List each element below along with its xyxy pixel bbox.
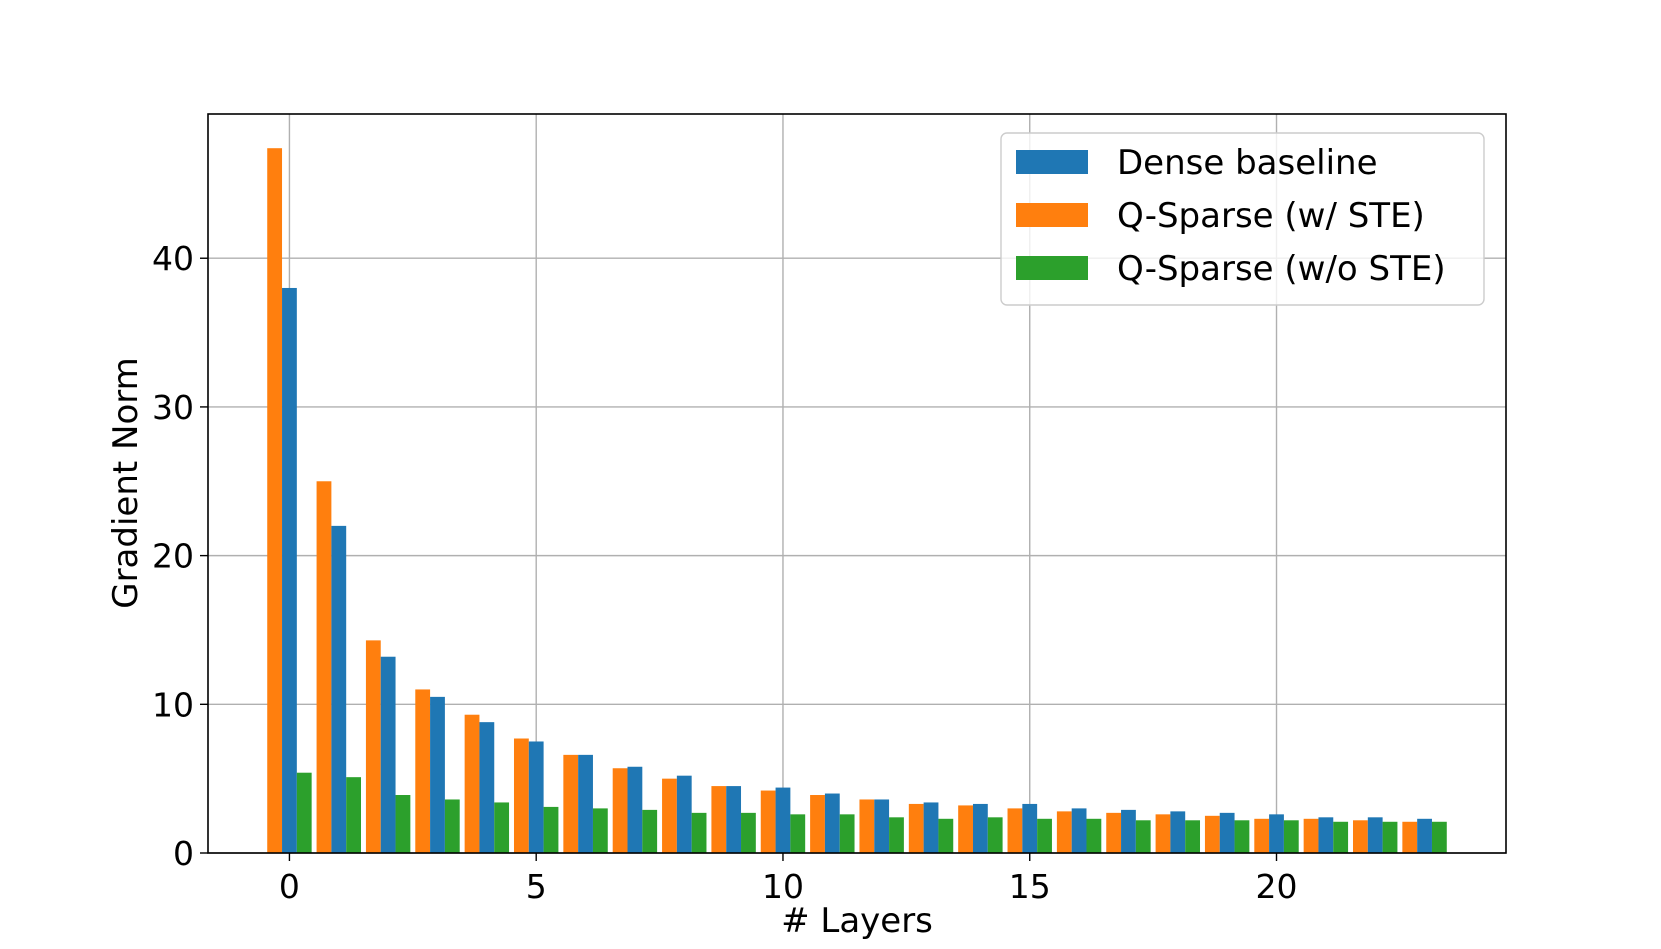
bar [1382,821,1398,853]
bar [1303,818,1319,853]
bar [513,738,529,853]
bar [1170,811,1186,853]
bar [1007,808,1023,853]
bar [938,818,954,853]
y-tick-label: 10 [152,685,194,724]
x-tick-label: 5 [526,867,547,906]
y-axis-label: Gradient Norm [106,357,146,609]
bar [346,777,361,853]
bar [1056,811,1072,853]
bar [810,795,825,853]
bar [1185,820,1201,853]
bars [267,148,1447,853]
bar [790,814,806,853]
bar [296,772,312,853]
x-tick-label: 15 [1009,867,1051,906]
bar [380,656,396,853]
bar [1333,821,1349,853]
bar [612,768,628,853]
bar [1106,812,1122,853]
bar [1283,820,1299,853]
bar [676,775,692,853]
x-axis-label: # Layers [781,901,933,941]
bar [1431,821,1447,853]
bar [1318,817,1334,853]
bar [775,787,791,853]
bar [1417,818,1432,853]
bar [760,790,776,853]
bar [1135,820,1151,853]
bar [1353,820,1368,853]
bar [859,799,875,853]
bar [1155,814,1171,853]
legend-swatch [1016,256,1088,280]
bar [1071,808,1087,853]
bar [824,793,840,853]
bar [642,809,658,853]
bar [563,754,579,853]
bar [662,778,677,853]
bar [889,817,904,853]
y-tick-label: 20 [152,537,194,576]
bar [1204,815,1220,853]
bar [316,481,332,853]
bar [627,766,643,853]
legend: Dense baseline Q-Sparse (w/ STE) Q-Sparse … [1000,132,1485,306]
y-tick-label: 30 [152,388,194,427]
bar [578,754,593,853]
bar [908,803,924,853]
bar [923,802,939,853]
bar [543,806,559,853]
bar [741,812,756,853]
x-tick-label: 0 [279,867,300,906]
x-tick-label: 20 [1256,867,1298,906]
bar [1037,818,1052,853]
bar [874,799,890,853]
bar [972,803,988,853]
bar [1086,818,1102,853]
bar [691,812,707,853]
bar [415,689,431,853]
legend-box [1000,132,1485,306]
bar [1254,818,1270,853]
y-tick-label: 0 [173,834,194,873]
bar [365,640,381,853]
legend-swatch [1016,150,1088,174]
bar [444,799,460,853]
bar [395,795,411,853]
bar [592,808,608,853]
bar [267,148,283,853]
bar [528,741,544,853]
x-tick-label: 10 [762,867,804,906]
legend-label: Q-Sparse (w/ STE) [1117,196,1425,236]
bar [1022,803,1038,853]
bar [1367,817,1383,853]
bar [1121,809,1136,853]
bar [711,786,727,853]
bar [331,525,347,853]
plot-frame [207,113,1507,854]
bar [1219,812,1235,853]
bar [987,817,1003,853]
legend-swatch [1016,203,1088,227]
y-tick-label: 40 [152,239,194,278]
legend-label: Dense baseline [1117,143,1378,183]
bar [839,814,855,853]
bar [1402,821,1418,853]
bar [430,696,445,853]
axis-ticks: 0 5 10 15 20 0 10 20 30 40 [152,239,1298,906]
bar [726,786,742,853]
bar [464,714,480,853]
bar [1234,820,1250,853]
bar [282,287,297,853]
legend-label: Q-Sparse (w/o STE) [1117,249,1446,289]
bar [1269,814,1284,853]
bar [479,722,495,853]
bar [958,805,973,853]
bar [494,802,510,853]
